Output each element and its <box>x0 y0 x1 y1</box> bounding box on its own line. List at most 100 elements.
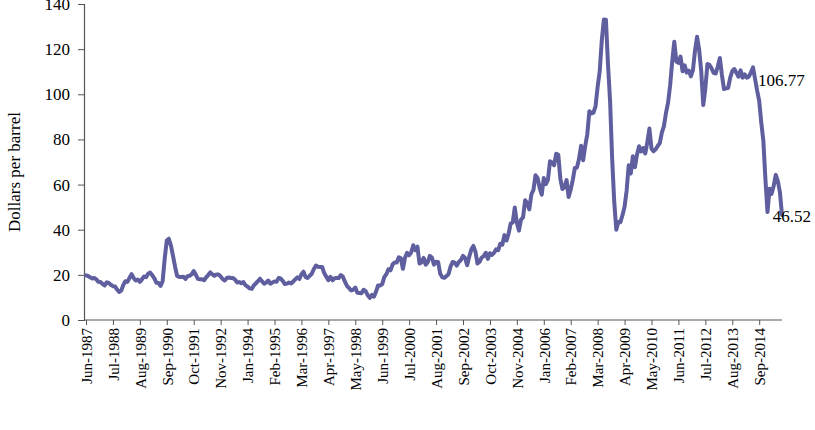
y-tick-mark <box>78 185 84 186</box>
x-tick-label: Sep-2002 <box>456 328 472 386</box>
x-tick: Aug-1989 <box>133 320 149 389</box>
x-tick-label: Jun-1987 <box>79 328 95 384</box>
x-tick: Feb-1995 <box>267 320 283 386</box>
y-tick-label: 140 <box>45 0 71 14</box>
x-tick: Jul-2012 <box>698 320 714 381</box>
x-tick-mark <box>409 320 410 325</box>
x-tick: Jun-2011 <box>671 320 687 383</box>
x-tick-mark <box>544 320 545 325</box>
x-tick: Apr-2009 <box>617 320 633 386</box>
y-tick-label: 120 <box>45 40 71 59</box>
x-tick: Oct-2003 <box>483 320 499 385</box>
x-tick-mark <box>113 320 114 325</box>
chart: 020406080100120140Jun-1987Jul-1988Aug-19… <box>0 0 815 430</box>
x-tick-label: Jun-1999 <box>375 328 391 384</box>
x-tick-mark <box>436 320 437 325</box>
x-tick: Jun-1987 <box>79 320 95 384</box>
x-tick: May-1998 <box>348 320 364 391</box>
x-tick-mark <box>248 320 249 325</box>
x-axis: Jun-1987 Jul-1988 Aug-1989 Sep-1990 Oct-1991… <box>79 320 782 391</box>
x-tick-label: May-2010 <box>644 328 660 391</box>
y-tick-label: 60 <box>53 176 70 195</box>
x-tick-label: Oct-1991 <box>186 328 202 385</box>
y-tick-mark <box>78 275 84 276</box>
x-tick: Jun-1999 <box>375 320 391 384</box>
x-tick-label: Feb-1995 <box>267 328 283 386</box>
x-tick-label: Jan-2006 <box>537 328 553 383</box>
annotations: 106.77 46.52 <box>758 71 811 226</box>
x-tick-mark <box>598 320 599 325</box>
x-tick-label: Mar-2008 <box>590 328 606 388</box>
x-tick-mark <box>571 320 572 325</box>
x-tick: Oct-1991 <box>186 320 202 385</box>
plot-area <box>86 20 782 298</box>
annotation: 46.52 <box>773 207 811 226</box>
x-tick: Jan-2006 <box>537 320 553 383</box>
x-tick-mark <box>221 320 222 325</box>
x-tick: Feb-2007 <box>563 320 579 386</box>
x-tick-mark <box>355 320 356 325</box>
y-tick-mark <box>78 230 84 231</box>
x-tick-label: Aug-2001 <box>429 328 445 389</box>
x-tick: Nov-2004 <box>510 320 526 389</box>
x-tick-mark <box>705 320 706 325</box>
x-tick: Mar-1996 <box>294 320 310 388</box>
x-tick-label: Jun-2011 <box>671 328 687 383</box>
x-tick-mark <box>301 320 302 325</box>
y-axis-title: Dollars per barrel <box>5 112 24 232</box>
price-line <box>86 20 782 298</box>
x-tick-label: May-1998 <box>348 328 364 391</box>
x-tick-mark <box>517 320 518 325</box>
x-tick-mark <box>490 320 491 325</box>
x-tick: Aug-2013 <box>725 320 741 389</box>
x-tick-mark <box>759 320 760 325</box>
x-tick-label: Jul-2000 <box>402 328 418 381</box>
x-tick: Sep-2014 <box>752 320 768 386</box>
x-tick: Jul-2000 <box>402 320 418 381</box>
y-tick: 100 <box>45 85 85 104</box>
x-tick: May-2010 <box>644 320 660 391</box>
x-tick-label: Mar-1996 <box>294 328 310 388</box>
y-tick-mark <box>78 139 84 140</box>
x-tick-mark <box>382 320 383 325</box>
x-tick-label: Aug-1989 <box>133 328 149 389</box>
x-tick-mark <box>328 320 329 325</box>
y-tick: 60 <box>53 176 84 195</box>
y-tick-label: 20 <box>53 266 70 285</box>
x-tick-label: Nov-2004 <box>510 328 526 389</box>
x-tick-label: Apr-2009 <box>617 328 633 386</box>
x-tick: Jul-1988 <box>106 320 122 381</box>
y-axis: 020406080100120140 <box>45 0 85 330</box>
annotation: 106.77 <box>758 71 805 90</box>
x-tick-mark <box>140 320 141 325</box>
x-tick: Nov-1992 <box>213 320 229 389</box>
x-tick-label: Apr-1997 <box>321 328 337 387</box>
y-axis-line <box>78 5 85 321</box>
x-tick-mark <box>275 320 276 325</box>
x-tick-label: Jan-1994 <box>240 328 256 383</box>
y-tick-label: 100 <box>45 85 71 104</box>
x-tick: Jan-1994 <box>240 320 256 383</box>
y-tick-mark <box>78 4 84 5</box>
x-tick: Sep-2002 <box>456 320 472 386</box>
x-tick-label: Oct-2003 <box>483 328 499 385</box>
x-tick-label: Aug-2013 <box>725 328 741 389</box>
x-tick-mark <box>652 320 653 325</box>
x-tick-mark <box>625 320 626 325</box>
x-tick-label: Sep-1990 <box>160 328 176 386</box>
y-tick: 20 <box>53 266 84 285</box>
x-tick-label: Jul-1988 <box>106 328 122 381</box>
y-tick: 80 <box>53 130 84 149</box>
y-tick-mark <box>78 320 84 321</box>
y-tick-label: 0 <box>62 311 71 330</box>
x-tick-mark <box>463 320 464 325</box>
background <box>0 0 815 430</box>
x-tick-label: Nov-1992 <box>213 328 229 389</box>
x-tick: Sep-1990 <box>160 320 176 386</box>
x-axis-line <box>84 319 782 320</box>
y-tick-label: 80 <box>53 130 70 149</box>
x-tick-mark <box>678 320 679 325</box>
y-tick-mark <box>78 94 84 95</box>
x-tick-mark <box>167 320 168 325</box>
y-tick-mark <box>78 49 84 50</box>
